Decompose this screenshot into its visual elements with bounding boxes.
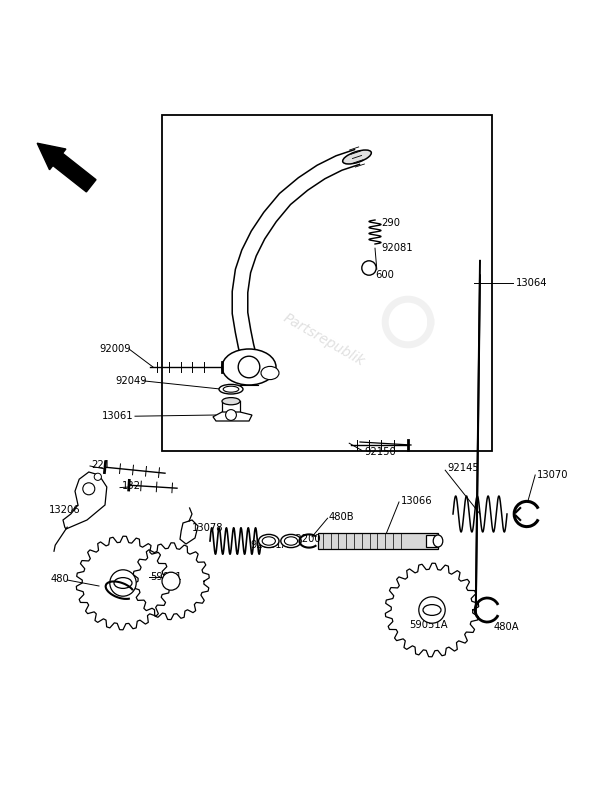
Circle shape [238, 356, 260, 378]
Bar [318, 533, 438, 550]
Polygon shape [63, 472, 107, 529]
Ellipse shape [259, 534, 279, 547]
Circle shape [419, 597, 445, 623]
Polygon shape [37, 143, 66, 170]
Ellipse shape [222, 349, 276, 385]
Polygon shape [53, 154, 96, 192]
Text: 92049: 92049 [116, 376, 148, 386]
Text: 480: 480 [51, 574, 70, 584]
Polygon shape [180, 520, 198, 544]
Ellipse shape [284, 537, 298, 546]
Ellipse shape [222, 398, 240, 405]
Ellipse shape [433, 535, 443, 547]
Text: 13070: 13070 [537, 470, 569, 480]
Circle shape [83, 482, 95, 494]
Text: 92150: 92150 [365, 447, 397, 458]
Ellipse shape [423, 605, 441, 615]
Circle shape [362, 261, 376, 275]
Ellipse shape [261, 366, 279, 380]
Text: 13078: 13078 [192, 523, 223, 534]
Circle shape [110, 570, 136, 596]
Text: 92081A: 92081A [251, 540, 289, 550]
Polygon shape [76, 536, 170, 630]
Text: 480A: 480A [493, 622, 519, 632]
Ellipse shape [219, 384, 243, 394]
Text: 92145: 92145 [447, 463, 479, 474]
Text: 290: 290 [381, 218, 400, 228]
Circle shape [94, 473, 101, 480]
Text: 13066: 13066 [401, 496, 433, 506]
Text: 92081: 92081 [381, 243, 413, 253]
Ellipse shape [223, 386, 239, 392]
Text: 92200: 92200 [290, 534, 322, 544]
Text: 221: 221 [91, 460, 110, 470]
Text: 92009: 92009 [99, 344, 131, 354]
Text: 600: 600 [375, 270, 394, 280]
Ellipse shape [114, 578, 132, 589]
Text: 13206: 13206 [49, 506, 81, 515]
Text: 13061: 13061 [102, 411, 134, 421]
Text: Partsrepublik: Partsrepublik [281, 311, 367, 369]
Text: 59051: 59051 [150, 572, 182, 582]
Text: 132: 132 [122, 482, 141, 491]
Circle shape [162, 572, 180, 590]
Polygon shape [385, 563, 479, 657]
Circle shape [226, 410, 236, 421]
Text: 59051A: 59051A [409, 620, 448, 630]
Polygon shape [133, 542, 209, 619]
Text: 480B: 480B [329, 512, 355, 522]
Polygon shape [213, 412, 252, 421]
Ellipse shape [262, 537, 275, 546]
Ellipse shape [343, 150, 371, 164]
Ellipse shape [281, 534, 301, 547]
Bar [162, 115, 492, 451]
Bar [426, 535, 438, 547]
Text: 13064: 13064 [516, 278, 548, 288]
